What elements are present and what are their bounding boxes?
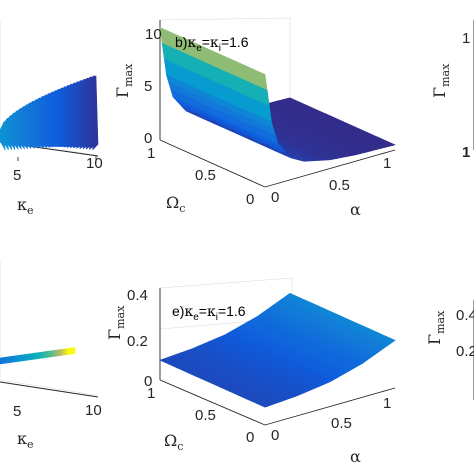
panel-d-x-tick: 10 — [85, 402, 102, 419]
panel-e-y-axis — [159, 379, 266, 426]
panel-b-surface — [159, 26, 396, 162]
panel-d-surface — [0, 347, 76, 365]
panel-d-surface-patch — [17, 354, 21, 362]
panel-d-surface-patch — [27, 353, 31, 361]
panel-d-surface-patch — [44, 351, 48, 359]
panel-b-y-axis — [159, 139, 266, 188]
panel-c-z-label: Γmax — [430, 63, 452, 98]
panel-e-z-tick: 0.4 — [127, 287, 148, 304]
panel-d-surface-patch — [37, 352, 41, 360]
panel-d-surface-patch — [69, 347, 73, 355]
panel-e-surface — [159, 292, 396, 408]
panel-e-y-tick: 0.5 — [195, 407, 216, 424]
panel-d-x-axis — [0, 381, 99, 398]
panel-d-surface-patch — [7, 356, 11, 364]
panel-d-surface-patch — [4, 356, 8, 364]
panel-d-surface-patch — [14, 355, 18, 363]
panel-d-surface-patch — [42, 351, 46, 359]
panel-d-surface-patch — [62, 348, 66, 356]
panel-b-x-tick: 0 — [271, 189, 279, 206]
panel-d-surface-patch — [52, 349, 56, 357]
panel-b-z-tick: 10 — [145, 26, 162, 43]
panel-e-x-tick: 0 — [271, 427, 279, 444]
panel-a-x-tick: 10 — [86, 155, 103, 172]
panel-b-y-label: Ωc — [166, 193, 185, 215]
panel-b-y-tick: 0 — [246, 191, 254, 208]
panel-d-surface-patch — [72, 347, 76, 355]
panel-c: Γmax 1 1 — [430, 20, 474, 161]
panel-a-x-label: κe — [17, 195, 34, 217]
panel-d-surface-patch — [54, 349, 58, 357]
panel-f-z-tick: 0.2 — [456, 343, 474, 360]
panel-b-x-label: α — [350, 200, 361, 219]
panel-c-z-tick: 1 — [462, 144, 470, 161]
panel-b-x-tick: 1 — [383, 155, 391, 172]
panel-d-surface-patch — [22, 354, 26, 362]
panel-e-y-tick: 0 — [246, 429, 254, 446]
panel-b-z-label: Γmax — [113, 63, 135, 98]
panel-d-box — [0, 260, 96, 396]
panel-a-surface-patch — [92, 75, 99, 151]
panel-a-surface — [0, 75, 99, 151]
panel-d-surface-patch — [39, 351, 43, 359]
panel-d-surface-patch — [0, 357, 3, 365]
panel-e-surface-patch — [374, 332, 396, 343]
panel-b-z-tick: 5 — [144, 78, 152, 95]
panel-d-surface-patch — [34, 352, 38, 360]
panel-f: Γmax 0.4 0.2 — [425, 300, 474, 400]
panel-b-annotation: b)κe=κi=1.6 — [175, 34, 249, 54]
panel-d-surface-patch — [67, 347, 71, 355]
panel-c-z-tick: 1 — [462, 30, 470, 47]
panel-e-y-tick: 1 — [147, 385, 155, 402]
panel-b-surface-patch — [374, 136, 396, 146]
panel-e-y-label: Ωc — [164, 431, 183, 453]
panel-b-y-tick: 0.5 — [195, 167, 216, 184]
panel-d-x-tick: 5 — [13, 403, 21, 420]
panel-f-z-label: Γmax — [425, 310, 447, 345]
panel-b-z-tick: 0 — [144, 130, 152, 147]
panel-a-x-tick: 5 — [13, 167, 21, 184]
panel-d-surface-patch — [24, 353, 28, 361]
panel-e-x-axis — [264, 387, 396, 426]
panel-e-annotation: e)κe=κi=1.6 — [172, 303, 246, 323]
panel-e-z-label: Γmax — [105, 305, 127, 340]
panel-d-surface-patch — [49, 350, 53, 358]
panel-d-surface-patch — [47, 350, 51, 358]
panel-d-surface-patch — [32, 352, 36, 360]
panel-b-x-axis — [264, 149, 396, 188]
panel-b-y-tick: 1 — [147, 145, 155, 162]
panel-e-x-tick: 1 — [383, 395, 391, 412]
panel-b: 10 5 0 Γmax 1 0.5 0 Ωc 0 0.5 1 α b)κe=κi… — [113, 17, 396, 219]
panel-d: 5 10 κe — [0, 260, 102, 451]
panel-d-x-label: κe — [17, 429, 34, 451]
panel-e-z-tick: 0 — [144, 373, 152, 390]
panel-b-x-tick: 0.5 — [329, 177, 350, 194]
panel-a: 5 10 κe — [0, 20, 103, 217]
panel-d-surface-patch — [19, 354, 23, 362]
panel-a-surface-patch — [0, 122, 6, 151]
panel-e-x-tick: 0.5 — [331, 415, 352, 432]
panel-a-box — [0, 20, 96, 156]
panel-f-z-tick: 0.4 — [456, 307, 474, 324]
panel-d-surface-patch — [64, 348, 68, 356]
panel-e-z-tick: 0.2 — [127, 333, 148, 350]
panel-d-surface-patch — [2, 356, 6, 364]
panel-d-surface-patch — [9, 355, 13, 363]
panel-e-x-label: α — [350, 447, 361, 466]
panel-d-surface-patch — [57, 349, 61, 357]
panel-d-surface-patch — [12, 355, 16, 363]
panel-d-surface-patch — [29, 353, 33, 361]
panel-d-surface-patch — [59, 348, 63, 356]
panel-e: 0.4 0.2 0 Γmax 1 0.5 0 Ωc 0 0.5 1 α e)κe… — [105, 277, 396, 466]
